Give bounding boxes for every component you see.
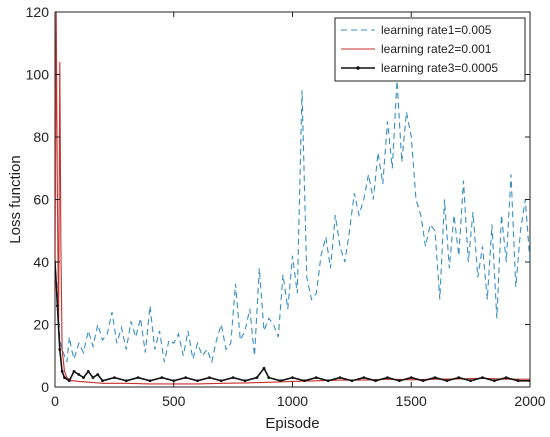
series-point [516,379,520,383]
series-point [172,379,176,383]
legend-item-3: learning rate3=0.0005 [341,61,498,75]
series-point [58,348,62,351]
series-line-1 [55,80,530,364]
series-point [433,376,437,380]
x-tick-label: 1000 [277,393,308,409]
series-point [101,379,104,383]
x-tick-label: 2000 [514,393,545,409]
y-tick-label: 100 [26,67,50,83]
legend-marker [356,66,360,70]
x-tick-label: 500 [162,393,186,409]
series-point [302,379,306,383]
series-point [457,376,461,380]
series-point [469,379,473,383]
series-point [67,379,71,383]
series-group [55,12,530,385]
series-point [255,376,259,380]
series-point [112,376,116,380]
y-tick-label: 80 [33,129,49,145]
series-point [350,379,354,383]
y-axis-label: Loss function [7,155,24,243]
series-point [409,376,413,380]
series-point [77,373,81,376]
y-tick-label: 0 [41,379,49,395]
series-line-3 [55,261,530,382]
x-axis: 0 500 1000 1500 2000 [51,12,546,409]
y-tick-label: 40 [33,254,49,270]
series-point [374,379,378,383]
series-point [231,376,235,380]
series-point [397,379,401,383]
series-point [82,376,85,380]
series-point [72,369,76,373]
series-point [291,376,294,380]
legend-label: learning rate3=0.0005 [381,61,498,75]
series-point [267,376,271,380]
series-point [160,376,164,380]
y-tick-label: 120 [26,4,50,20]
plot-area: 0 500 1000 1500 2000 0 20 40 60 80 100 120 [26,4,546,409]
series-point [492,379,496,383]
series-point [219,379,223,383]
legend-label: learning rate2=0.001 [381,42,492,56]
series-point [196,379,199,383]
series-point [60,369,64,373]
series-point [184,376,188,380]
series-point [124,379,128,383]
series-point [421,379,425,383]
x-tick-label: 0 [51,393,59,409]
series-point [279,379,283,383]
y-tick-label: 20 [33,317,49,333]
series-3 [55,260,530,383]
series-point [136,376,140,380]
series-point [96,373,100,376]
series-point [55,304,59,308]
x-tick-label: 1500 [396,393,427,409]
series-point [148,379,152,383]
legend-item-1: learning rate1=0.005 [341,23,492,37]
y-tick-label: 60 [33,192,49,208]
series-point [338,376,342,380]
series-point [445,379,449,383]
series-point [86,369,90,373]
x-axis-label: Episode [265,415,319,432]
legend-item-2: learning rate2=0.001 [341,42,492,56]
series-point [314,376,318,380]
series-point [481,376,484,380]
legend: learning rate1=0.005 learning rate2=0.001… [334,17,526,82]
series-point [63,376,66,380]
series-1 [55,80,530,364]
series-point [362,376,366,380]
series-point [504,376,508,380]
series-point [207,376,211,380]
series-point [243,379,247,383]
y-axis: 0 20 40 60 80 100 120 [26,4,530,395]
series-point [386,376,389,380]
series-point [262,366,266,370]
series-point [326,379,330,383]
legend-label: learning rate1=0.005 [381,23,492,37]
series-point [528,379,530,383]
series-point [91,376,95,380]
